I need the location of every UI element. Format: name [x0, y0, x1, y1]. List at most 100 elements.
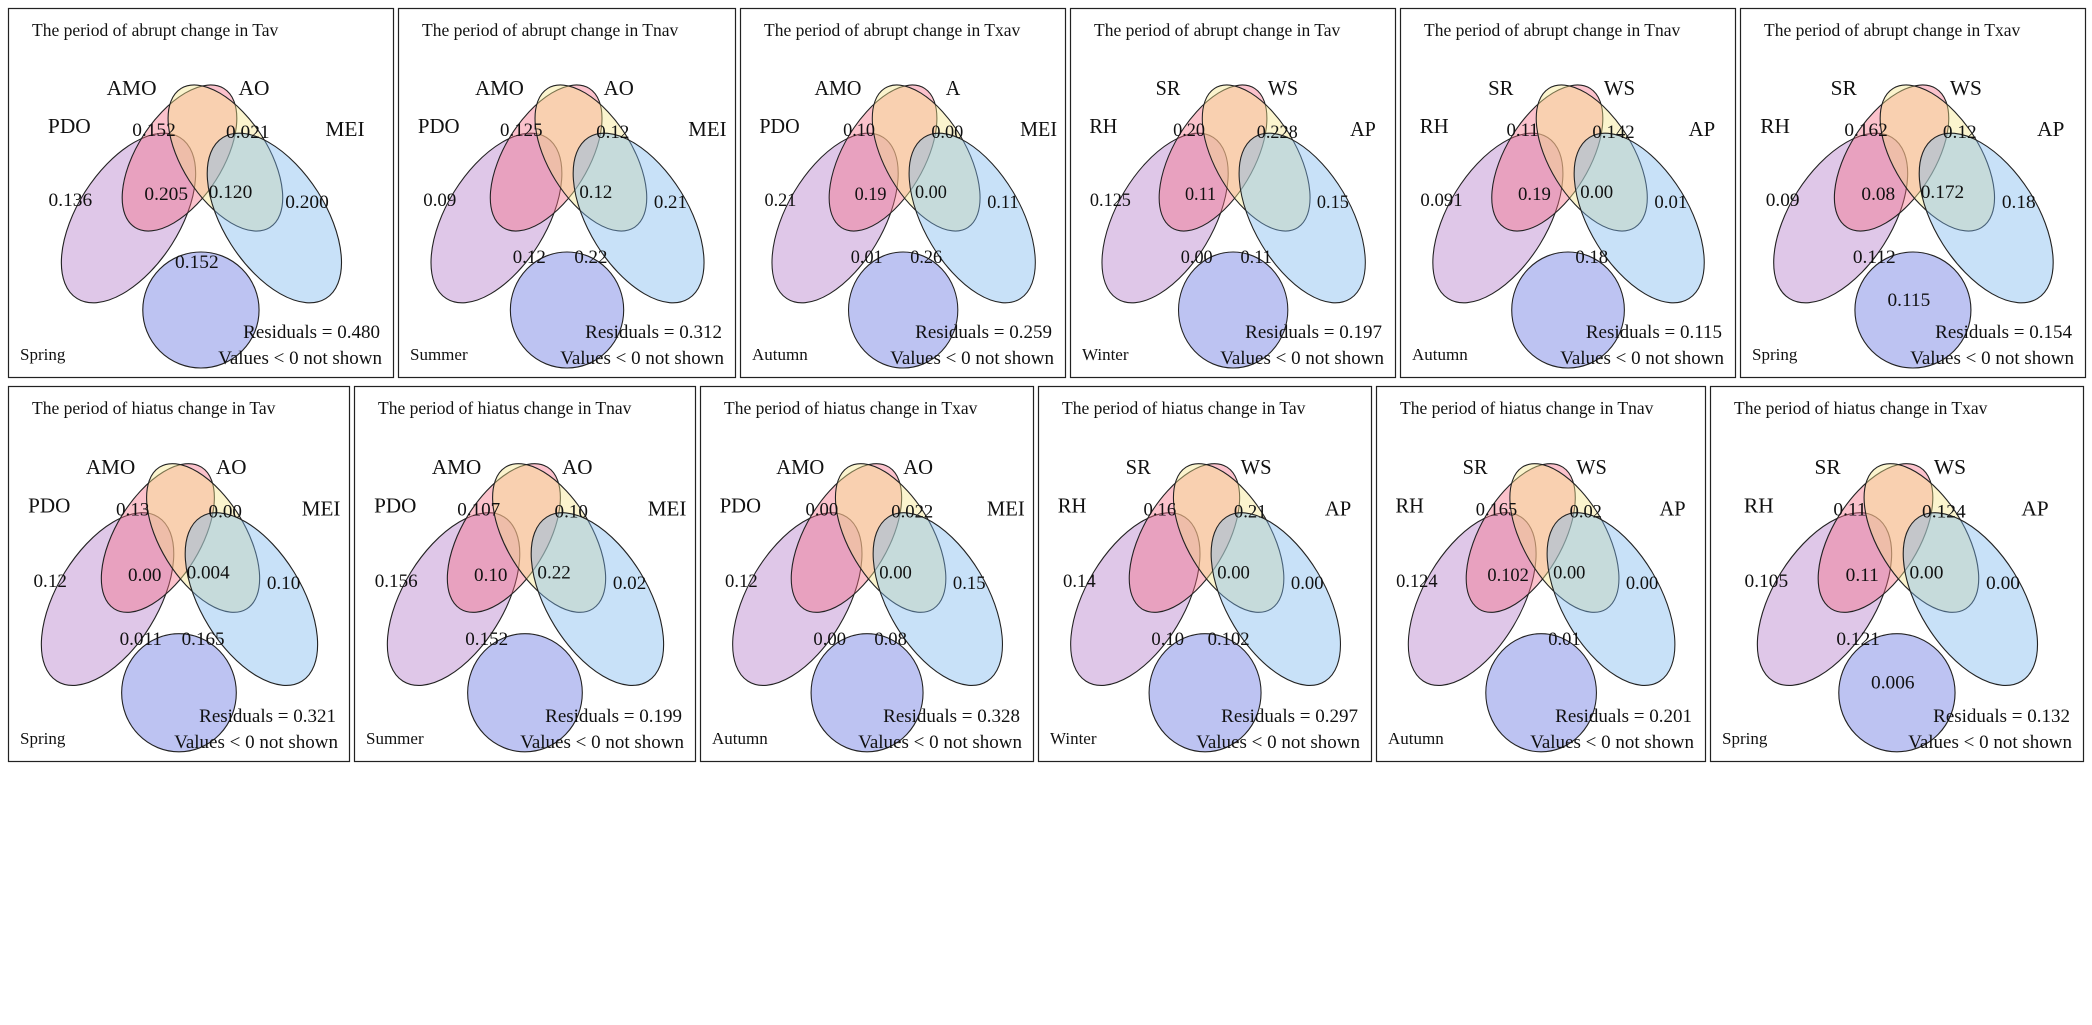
venn-shapes: RH SR WS AP 0.14 0.16 0.21 0.00 0.00 0.10 0.102: [1058, 455, 1351, 753]
season-label: Autumn: [1388, 729, 1444, 748]
region-value-bc: 0.00: [1910, 563, 1944, 584]
values-note: Values < 0 not shown: [1908, 732, 2072, 753]
set-label: AMO: [776, 455, 824, 479]
set-label: AO: [903, 455, 933, 479]
region-value-bc: 0.00: [879, 562, 912, 583]
set-ellipse-3: [492, 463, 607, 613]
region-value-d: 0.10: [267, 573, 300, 594]
region-value-bd: 0.22: [574, 247, 607, 268]
region-value-ac: 0.00: [1181, 247, 1213, 268]
set-overlap-lobe: [467, 633, 583, 753]
values-note: Values < 0 not shown: [1220, 348, 1384, 369]
region-value-ab: 0.19: [1518, 184, 1551, 205]
set-label: RH: [1744, 494, 1774, 518]
set-ellipse-1: [1407, 512, 1537, 687]
set-label: AMO: [814, 78, 861, 100]
region-value-b: 0.162: [1844, 120, 1887, 141]
venn-diagram: The period of abrupt change in Tav PDO AMO…: [7, 7, 395, 379]
season-label: Spring: [1722, 729, 1768, 748]
season-label: Winter: [1082, 345, 1129, 364]
set-ellipse-1: [40, 512, 175, 687]
set-label: A: [946, 78, 961, 100]
region-value-bd: 0.18: [1575, 247, 1608, 268]
set-ellipse-2: [1128, 463, 1241, 613]
region-value-c: 0.021: [226, 122, 270, 143]
region-value-cd: 0.006: [1871, 673, 1915, 694]
values-note: Values < 0 not shown: [1910, 348, 2074, 369]
region-value-a: 0.12: [725, 571, 758, 592]
set-ellipse-1: [1756, 512, 1893, 687]
region-value-b: 0.165: [1476, 499, 1517, 520]
set-label: AP: [1350, 119, 1376, 141]
set-label: SR: [1156, 78, 1181, 100]
set-ellipse-4: [572, 132, 705, 304]
region-value-c: 0.21: [1234, 501, 1267, 522]
region-value-b: 0.107: [457, 500, 500, 521]
region-value-b: 0.11: [1507, 120, 1539, 141]
venn-panel-abrupt-6: The period of abrupt change in Txav RH SR W…: [1739, 7, 2087, 379]
set-ellipse-3: [146, 463, 261, 613]
set-ellipse-2: [1158, 84, 1268, 232]
residuals-text: Residuals = 0.115: [1586, 322, 1722, 343]
set-ellipse-1: [386, 512, 521, 687]
set-label: RH: [1058, 493, 1087, 517]
region-value-bc: 0.172: [1921, 182, 1964, 203]
set-overlap-lobe: [142, 251, 260, 369]
set-ellipse-3: [534, 84, 648, 232]
season-label: Summer: [366, 729, 424, 748]
region-value-d: 0.02: [613, 573, 646, 594]
region-value-ab: 0.11: [1185, 184, 1216, 205]
venn-panel-abrupt-1: The period of abrupt change in Tav PDO AMO…: [7, 7, 395, 379]
set-ellipse-3: [1535, 84, 1648, 232]
set-ellipse-4: [1918, 132, 2054, 304]
region-value-c: 0.00: [209, 502, 242, 523]
set-label: WS: [1576, 454, 1607, 479]
set-label: PDO: [418, 114, 460, 138]
venn-panel-hiatus-2: The period of hiatus change in Tnav PDO AM…: [353, 385, 697, 763]
set-ellipse-4: [872, 512, 1003, 687]
panel-title: The period of abrupt change in Tav: [32, 20, 279, 40]
region-value-d: 0.15: [953, 573, 986, 594]
region-value-ab: 0.00: [128, 565, 161, 586]
region-value-bd: 0.01: [1548, 629, 1580, 650]
set-ellipse-2: [121, 84, 238, 232]
region-value-d: 0.11: [987, 192, 1018, 213]
region-value-d: 0.00: [1986, 573, 2020, 594]
set-ellipse-2: [1817, 463, 1934, 613]
panel-frame: [1739, 7, 2087, 379]
set-label: SR: [1463, 454, 1488, 479]
venn-diagram: The period of hiatus change in Tav RH SR WS…: [1037, 385, 1373, 763]
region-value-c: 0.12: [1943, 122, 1977, 143]
residuals-text: Residuals = 0.199: [545, 706, 682, 727]
set-overlap-lobe: [121, 633, 237, 753]
region-value-a: 0.09: [1766, 190, 1800, 211]
region-value-b: 0.00: [806, 499, 839, 520]
set-ellipse-2: [1465, 463, 1576, 613]
region-value-bc: 0.00: [1553, 562, 1585, 583]
residuals-text: Residuals = 0.132: [1933, 706, 2070, 727]
set-label: MEI: [987, 496, 1025, 520]
set-ellipse-2: [790, 463, 903, 613]
panel-title: The period of abrupt change in Tav: [1094, 20, 1341, 40]
venn-shapes: PDO AMO AO MEI 0.09 0.125 0.12 0.21 0.12 0.12 0.22: [418, 76, 727, 369]
set-ellipse-4: [530, 512, 665, 687]
residuals-text: Residuals = 0.321: [199, 706, 336, 727]
region-value-d: 0.00: [1626, 573, 1658, 594]
set-ellipse-3: [167, 84, 284, 232]
set-ellipse-4: [1238, 132, 1366, 304]
set-overlap-lobe: [847, 251, 959, 369]
set-ellipse-1: [1070, 512, 1201, 687]
region-value-c: 0.142: [1592, 122, 1634, 143]
region-value-cd: 0.115: [1887, 290, 1930, 311]
region-value-d: 0.00: [1291, 573, 1324, 594]
region-value-a: 0.124: [1396, 570, 1438, 591]
set-label: AP: [2021, 497, 2048, 521]
region-value-ac: 0.121: [1836, 629, 1880, 650]
region-value-ac: 0.152: [465, 629, 508, 650]
venn-diagram: The period of abrupt change in Tnav RH SR W…: [1399, 7, 1737, 379]
region-value-ab: 0.10: [474, 565, 507, 586]
season-label: Autumn: [1412, 345, 1468, 364]
set-overlap-lobe: [509, 251, 625, 369]
set-label: RH: [1396, 493, 1424, 518]
